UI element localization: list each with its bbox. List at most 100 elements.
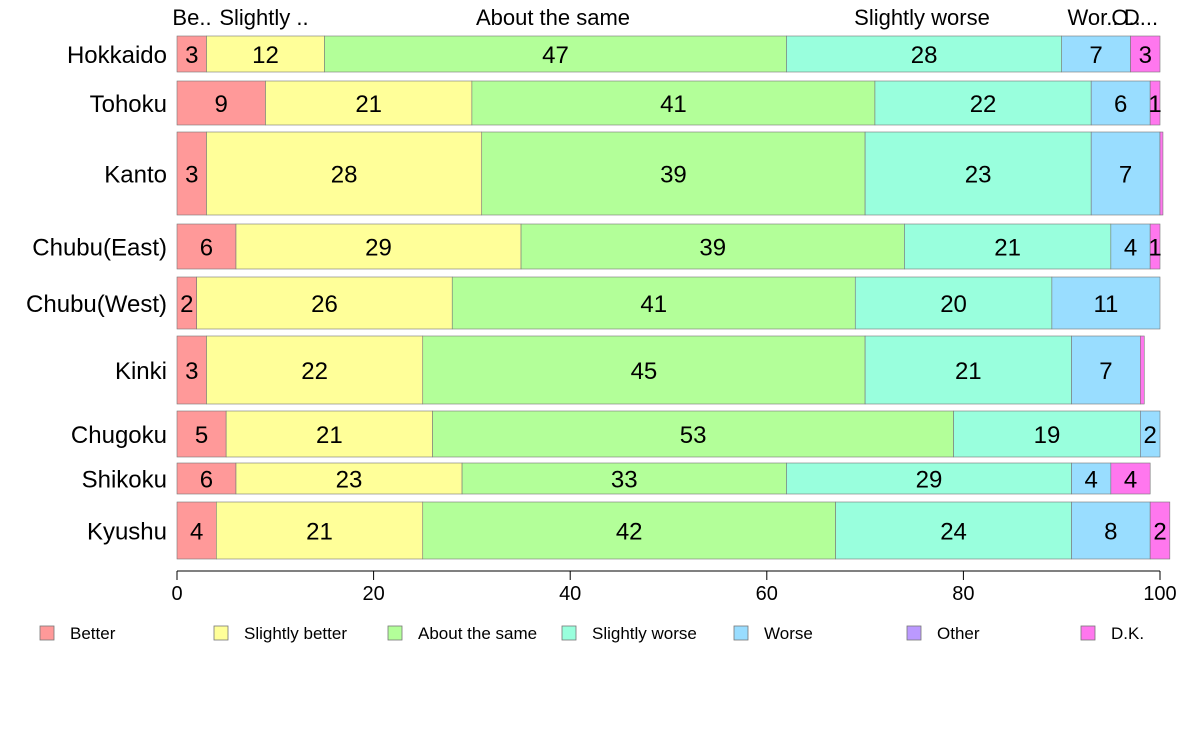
x-tick-label: 80 — [952, 583, 974, 605]
value-label: 5 — [195, 422, 208, 449]
x-tick-label: 40 — [559, 583, 581, 605]
value-label: 4 — [1124, 467, 1137, 494]
value-label: 33 — [611, 467, 638, 494]
value-label: 47 — [542, 42, 569, 69]
bar-tohoku-d-k — [1149, 80, 1161, 126]
legend-label-slightly-worse: Slightly worse — [592, 624, 697, 643]
y-label-kyushu: Kyushu — [87, 519, 167, 546]
value-label: 39 — [660, 162, 687, 189]
value-label: 23 — [336, 467, 363, 494]
bar-chugoku-slightly-worse — [953, 410, 1141, 458]
bar-kanto-about-the-same — [481, 131, 866, 216]
bar-kinki-d-k — [1140, 335, 1145, 405]
value-label: 29 — [916, 467, 943, 494]
value-label: 2 — [180, 291, 193, 318]
bar-kanto-d-k — [1159, 131, 1164, 216]
legend-swatch-worse — [733, 625, 749, 641]
value-label: 6 — [200, 467, 213, 494]
bar-chugoku-worse — [1140, 410, 1161, 458]
bar-tohoku-better — [176, 80, 266, 126]
x-tick-label: 60 — [756, 583, 778, 605]
value-label: 19 — [1034, 422, 1061, 449]
value-label: 11 — [1093, 291, 1118, 318]
top-series-label: Slightly .. — [219, 5, 308, 30]
bar-shikoku-better — [176, 462, 237, 495]
legend-swatch-d-k — [1080, 625, 1096, 641]
bar-chubu-west-about-the-same — [451, 276, 856, 330]
legend-swatch-about-the-same — [387, 625, 403, 641]
x-tick-label: 100 — [1143, 583, 1176, 605]
legend-swatch-other — [906, 625, 922, 641]
top-series-label: Slightly worse — [854, 5, 990, 30]
value-label: 42 — [616, 519, 643, 546]
top-series-label: D... — [1124, 5, 1158, 30]
bar-hokkaido-slightly-worse — [786, 35, 1063, 73]
value-label: 7 — [1119, 162, 1132, 189]
bar-kinki-better — [176, 335, 207, 405]
value-label: 6 — [200, 235, 213, 262]
x-axis: 0 20 40 60 80 100 — [171, 570, 1177, 605]
bar-kyushu-about-the-same — [422, 501, 836, 560]
top-series-label: Wor.. — [1068, 5, 1119, 30]
bar-chugoku-better — [176, 410, 227, 458]
legend-label-d-k: D.K. — [1111, 624, 1144, 643]
value-label: 53 — [680, 422, 707, 449]
legend-label-about-the-same: About the same — [418, 624, 537, 643]
bar-kinki-worse — [1071, 335, 1141, 405]
legend: Better Slightly better About the same Sligh… — [39, 624, 1144, 643]
bar-hokkaido-about-the-same — [324, 35, 787, 73]
value-label: 7 — [1099, 358, 1112, 385]
value-label: 21 — [955, 358, 982, 385]
bar-tohoku-about-the-same — [471, 80, 876, 126]
legend-label-other: Other — [937, 624, 980, 643]
value-label: 45 — [631, 358, 658, 385]
bar-chubu-east-about-the-same — [520, 223, 905, 270]
legend-label-slightly-better: Slightly better — [244, 624, 347, 643]
y-label-tohoku: Tohoku — [90, 91, 167, 118]
legend-label-worse: Worse — [764, 624, 813, 643]
value-label: 28 — [331, 162, 358, 189]
legend-swatch-better — [39, 625, 55, 641]
bar-kanto-slightly-better — [206, 131, 483, 216]
bar-shikoku-slightly-worse — [786, 462, 1072, 495]
value-label: 8 — [1104, 519, 1117, 546]
y-label-kinki: Kinki — [115, 358, 167, 385]
y-label-shikoku: Shikoku — [82, 467, 167, 494]
bar-hokkaido-d-k — [1130, 35, 1161, 73]
y-label-hokkaido: Hokkaido — [67, 42, 167, 69]
value-label: 22 — [970, 91, 997, 118]
value-label: 1 — [1148, 91, 1161, 118]
value-label: 29 — [365, 235, 392, 262]
y-label-chugoku: Chugoku — [71, 422, 167, 449]
bar-kanto-better — [176, 131, 207, 216]
bar-chubu-west-slightly-better — [196, 276, 453, 330]
bar-kyushu-slightly-better — [216, 501, 424, 560]
y-label-kanto: Kanto — [104, 162, 167, 189]
value-label: 20 — [940, 291, 967, 318]
legend-swatch-slightly-worse — [561, 625, 577, 641]
value-label: 3 — [185, 358, 198, 385]
value-label: 41 — [640, 291, 667, 318]
value-label: 22 — [301, 358, 328, 385]
legend-label-better: Better — [70, 624, 116, 643]
y-axis-labels: Hokkaido Tohoku Kanto Chubu(East) Chubu(West… — [26, 42, 167, 546]
value-label: 24 — [940, 519, 967, 546]
bar-hokkaido-better — [176, 35, 207, 73]
value-label: 39 — [699, 235, 726, 262]
bar-shikoku-d-k — [1110, 462, 1151, 495]
value-label: 2 — [1143, 422, 1156, 449]
bar-chubu-east-slightly-better — [235, 223, 522, 270]
value-label: 23 — [965, 162, 992, 189]
value-label: 21 — [994, 235, 1021, 262]
value-label: 21 — [355, 91, 382, 118]
value-label: 21 — [316, 422, 343, 449]
value-label: 3 — [185, 42, 198, 69]
bar-kinki-slightly-better — [206, 335, 424, 405]
value-label: 12 — [252, 42, 279, 69]
x-tick-label: 20 — [362, 583, 384, 605]
bar-shikoku-about-the-same — [461, 462, 787, 495]
value-label: 4 — [190, 519, 203, 546]
value-label: 6 — [1114, 91, 1127, 118]
bar-kinki-slightly-worse — [864, 335, 1072, 405]
